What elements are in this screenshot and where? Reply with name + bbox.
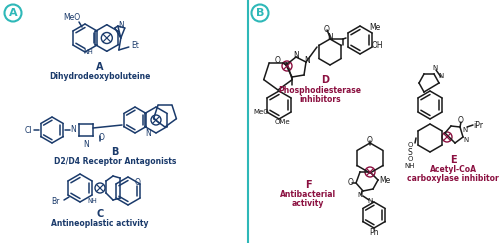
Text: N: N [438, 73, 444, 79]
Text: N: N [145, 129, 151, 138]
Text: NH: NH [87, 198, 97, 204]
Text: iPr: iPr [473, 121, 483, 130]
Text: Dihydrodeoxyboluteine: Dihydrodeoxyboluteine [50, 71, 150, 80]
Text: Antineoplastic activity: Antineoplastic activity [52, 218, 149, 227]
Text: N: N [304, 55, 310, 64]
Text: NH: NH [83, 49, 93, 55]
Text: N: N [462, 127, 468, 133]
Text: Ph: Ph [369, 227, 379, 236]
Text: Me: Me [380, 175, 390, 184]
Text: S: S [408, 148, 412, 156]
Text: C: C [96, 209, 103, 219]
Text: Cl: Cl [24, 125, 32, 134]
Text: N: N [368, 198, 372, 204]
Text: O: O [458, 115, 464, 124]
Text: N: N [83, 139, 89, 148]
Text: O: O [367, 136, 373, 145]
Text: E: E [450, 155, 456, 165]
Text: Phosphodiesterase: Phosphodiesterase [278, 86, 361, 95]
Text: O: O [348, 177, 354, 186]
Text: O: O [99, 132, 105, 141]
Text: O: O [408, 142, 412, 148]
Text: N: N [358, 192, 362, 198]
Text: B: B [256, 8, 264, 18]
Text: N: N [293, 51, 299, 60]
Text: inhibitors: inhibitors [299, 95, 341, 104]
Text: F: F [304, 180, 312, 190]
Text: carboxylase inhibitor: carboxylase inhibitor [407, 174, 499, 182]
Text: MeO: MeO [64, 12, 80, 21]
Text: OH: OH [371, 41, 383, 50]
Text: N: N [70, 124, 76, 133]
Text: Antibacterial: Antibacterial [280, 190, 336, 199]
Text: O: O [135, 177, 141, 186]
Text: Br: Br [51, 197, 59, 206]
Text: B: B [112, 147, 118, 157]
Text: MeO: MeO [253, 109, 269, 115]
Text: activity: activity [292, 199, 324, 208]
Text: A: A [8, 8, 18, 18]
Text: NH: NH [405, 163, 415, 169]
Text: N: N [327, 33, 333, 42]
Text: N: N [464, 137, 468, 143]
Text: Me: Me [370, 24, 380, 33]
Text: O: O [324, 25, 330, 34]
Text: N: N [118, 20, 124, 29]
Text: D: D [321, 75, 329, 85]
Text: Acetyl-CoA: Acetyl-CoA [430, 165, 476, 174]
Text: N: N [432, 65, 438, 71]
Text: D2/D4 Receptor Antagonists: D2/D4 Receptor Antagonists [54, 156, 176, 165]
Text: A: A [96, 62, 104, 72]
Text: Et: Et [131, 42, 139, 51]
Text: O: O [275, 55, 281, 64]
Text: OMe: OMe [274, 119, 290, 125]
Text: O: O [408, 156, 412, 162]
